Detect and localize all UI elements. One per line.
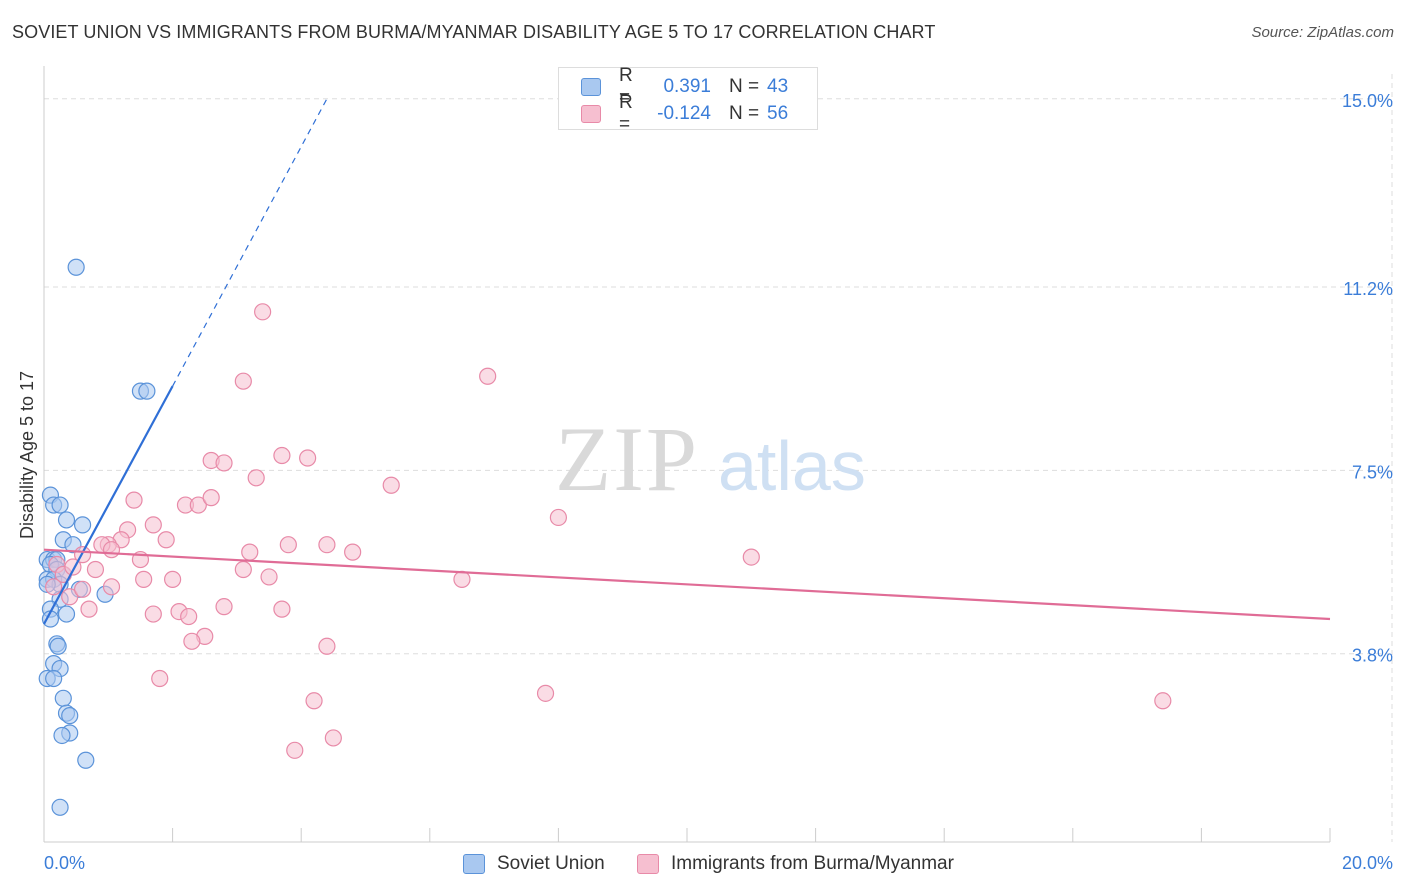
burma-point	[86, 560, 105, 579]
burma-trend-line	[43, 548, 1331, 621]
watermark-layer: ZIP atlas	[555, 408, 866, 510]
burma-point	[273, 600, 291, 618]
burma-point	[260, 568, 278, 586]
label-layer: 3.8% 7.5% 11.2% 15.0% 0.0% 20.0% Disability Ag…	[17, 91, 1393, 873]
n-label: N =	[729, 103, 760, 124]
burma-point	[234, 560, 252, 579]
axis-layer	[43, 66, 1331, 843]
soviet-point	[57, 605, 76, 623]
burma-point	[45, 578, 63, 596]
burma-point	[299, 449, 317, 467]
x-tick-label-max: 20.0%	[1342, 853, 1393, 873]
grid-layer	[44, 74, 1393, 842]
chart-title: SOVIET UNION VS IMMIGRANTS FROM BURMA/MY…	[12, 22, 936, 42]
burma-point	[73, 580, 92, 598]
burma-point	[479, 367, 497, 385]
burma-point	[102, 541, 121, 559]
burma-point	[536, 684, 555, 702]
burma-point	[254, 303, 272, 321]
burma-point	[247, 469, 265, 487]
legend-item-burma[interactable]: Immigrants from Burma/Myanmar	[637, 852, 954, 876]
burma-point	[324, 729, 342, 747]
legend-label-burma: Immigrants from Burma/Myanmar	[671, 853, 954, 874]
r-label: R =	[619, 92, 633, 135]
burma-point	[1154, 692, 1172, 710]
burma-point	[318, 536, 336, 554]
burma-point	[135, 570, 153, 588]
watermark-atlas: atlas	[718, 427, 866, 505]
burma-point	[318, 637, 336, 655]
n-value: 43	[767, 76, 789, 97]
soviet-swatch	[581, 78, 601, 96]
points-layer	[38, 258, 1172, 816]
burma-point	[102, 578, 121, 596]
burma-point	[144, 516, 162, 534]
burma-point	[549, 508, 568, 527]
burma-point	[164, 570, 182, 588]
legend-item-soviet[interactable]: Soviet Union	[463, 852, 605, 876]
burma-point	[453, 570, 471, 588]
soviet-point	[53, 726, 71, 745]
burma-point	[344, 543, 362, 561]
n-label: N =	[729, 76, 760, 97]
stats-box: R = 0.391 N = 43 R = -0.124 N = 56	[558, 65, 818, 135]
burma-point	[80, 600, 98, 618]
burma-point	[273, 446, 291, 465]
burma-point	[215, 598, 233, 616]
y-tick-label: 7.5%	[1352, 462, 1393, 482]
burma-point	[305, 692, 323, 710]
stats-row-burma: R = -0.124 N = 56	[581, 92, 797, 135]
burma-point	[279, 536, 297, 554]
soviet-trend-line	[43, 385, 174, 625]
soviet-point	[51, 798, 69, 816]
legend-swatch-soviet	[463, 854, 485, 874]
stats-row-soviet: R = 0.391 N = 43	[581, 65, 797, 108]
burma-point	[144, 605, 162, 623]
soviet-point	[45, 669, 63, 688]
burma-point	[382, 476, 400, 494]
y-tick-label: 11.2%	[1343, 279, 1393, 299]
y-tick-label: 15.0%	[1342, 91, 1393, 111]
n-value: 56	[767, 103, 789, 124]
burma-point	[125, 491, 143, 509]
soviet-point	[73, 516, 92, 534]
burma-point	[742, 548, 760, 566]
burma-point	[202, 489, 220, 507]
r-value: 0.391	[663, 76, 711, 97]
burma-point	[157, 531, 175, 549]
burma-point	[151, 669, 169, 688]
legend-swatch-burma	[637, 854, 659, 874]
burma-point	[180, 607, 198, 626]
r-label: R =	[619, 65, 633, 108]
burma-point	[234, 372, 252, 390]
soviet-point	[138, 382, 156, 400]
soviet-point	[51, 496, 69, 514]
burma-point	[189, 496, 207, 514]
soviet-point	[61, 707, 79, 725]
x-tick-label-min: 0.0%	[44, 853, 85, 873]
burma-point	[241, 543, 259, 561]
soviet-point	[77, 751, 95, 769]
burma-point	[183, 632, 201, 650]
legend-label-soviet: Soviet Union	[497, 853, 605, 874]
y-axis-title: Disability Age 5 to 17	[17, 371, 37, 539]
soviet-point	[49, 637, 67, 655]
burma-point	[61, 588, 79, 606]
soviet-point	[54, 689, 72, 707]
source-label: Source: ZipAtlas.com	[1251, 24, 1394, 41]
soviet-trend-extension	[172, 98, 328, 387]
burma-point	[215, 454, 233, 472]
y-tick-label: 3.8%	[1352, 646, 1393, 666]
soviet-point	[57, 511, 76, 529]
soviet-point	[67, 258, 85, 276]
r-value: -0.124	[657, 103, 711, 124]
burma-swatch	[581, 105, 601, 123]
burma-point	[286, 741, 304, 759]
watermark-zip: ZIP	[555, 408, 699, 510]
trend-layer	[43, 98, 1331, 625]
